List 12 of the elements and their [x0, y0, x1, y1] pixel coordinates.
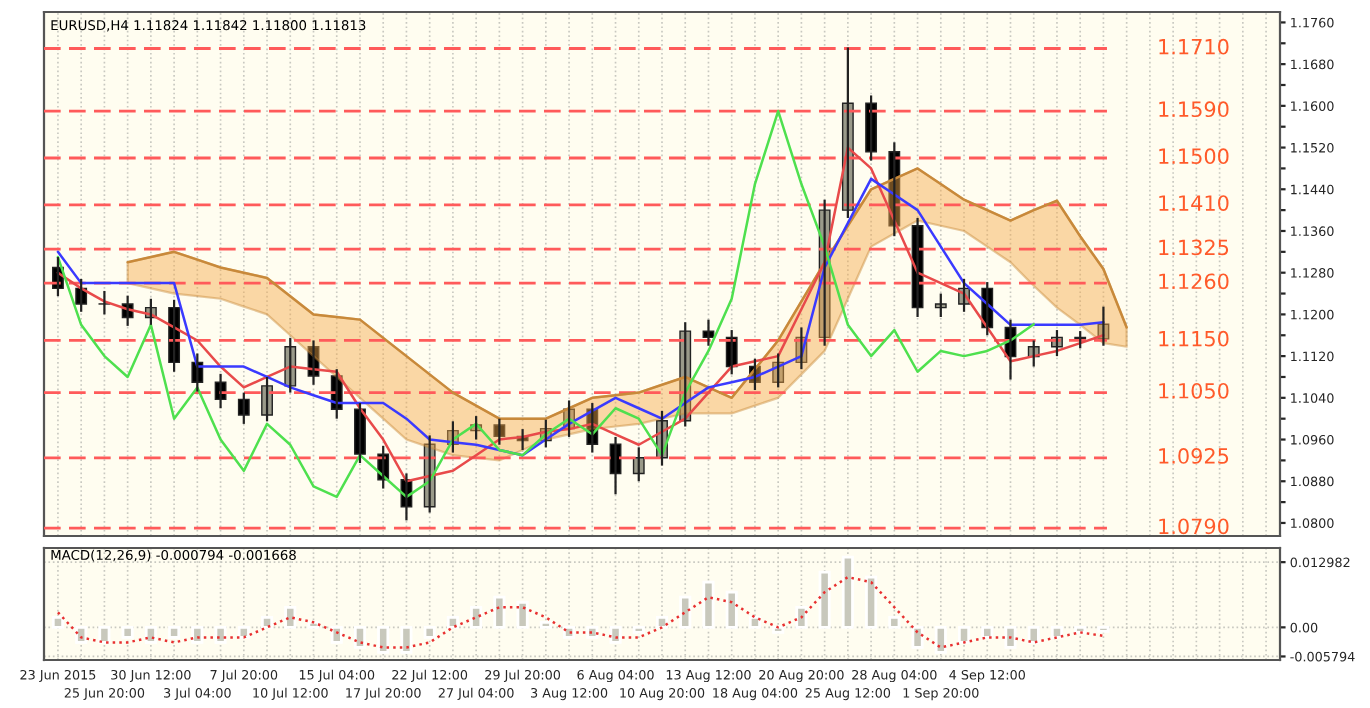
line-series — [56, 575, 1105, 649]
ref-line-label: 1.1260 — [1159, 273, 1229, 290]
ref-line-label: 1.1325 — [1159, 239, 1229, 256]
candlestick — [98, 289, 111, 316]
ref-line-label: 1.1150 — [1159, 330, 1229, 347]
ref-line-label: 1.1710 — [1159, 38, 1229, 55]
ref-line-label: 1.1590 — [1159, 101, 1229, 118]
ref-line-label: 1.1050 — [1159, 382, 1229, 399]
ref-line-label: 1.0790 — [1159, 518, 1229, 535]
ref-line-label: 1.0925 — [1159, 448, 1229, 464]
ref-line-label: 1.1410 — [1159, 195, 1229, 211]
ref-line-label: 1.1500 — [1159, 148, 1229, 165]
